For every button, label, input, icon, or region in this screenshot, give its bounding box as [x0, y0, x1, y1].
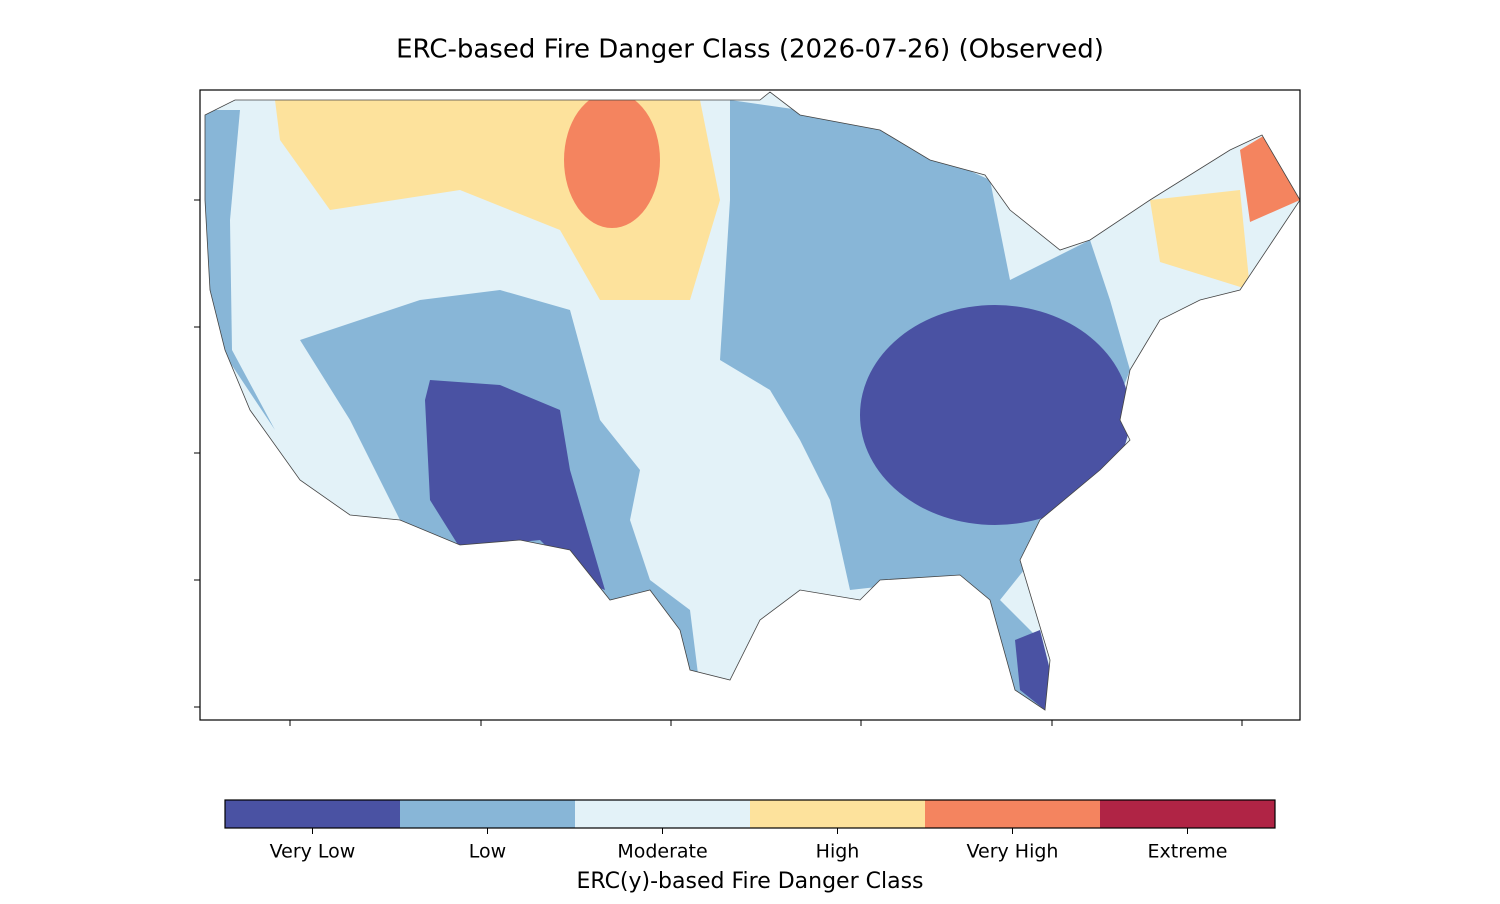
- region-very-low: [425, 380, 605, 590]
- colorbar-tick-label: High: [816, 841, 860, 863]
- title: ERC-based Fire Danger Class (2026-07-26)…: [396, 35, 1104, 65]
- axes-frame: [199, 89, 1301, 721]
- colorbar-tick-label: Very Low: [270, 841, 356, 863]
- colorbar-tick-label: Very High: [967, 841, 1059, 863]
- colorbar-tick-label: Moderate: [617, 841, 707, 863]
- colorbar-segment: [225, 800, 401, 828]
- region-very-low: [1015, 630, 1055, 710]
- region-very-low: [860, 305, 1130, 525]
- colorbar-tick-label: Extreme: [1148, 841, 1228, 863]
- colorbar-segment: [575, 800, 751, 828]
- region-high: [1150, 190, 1250, 290]
- axis-ticks: [194, 199, 1243, 726]
- colorbar-frame: [224, 799, 1276, 829]
- region-low: [205, 110, 275, 430]
- colorbar-label: ERC(y)-based Fire Danger Class: [576, 869, 923, 894]
- region-very-high: [1240, 135, 1300, 222]
- colorbar-segment: [750, 800, 926, 828]
- colorbar-segment: [925, 800, 1101, 828]
- map: [205, 92, 1300, 710]
- colorbar-segment: [400, 800, 576, 828]
- colorbar: Very Low Low Moderate High Very High Extreme: [224, 799, 1276, 863]
- colorbar-segment: [1100, 800, 1276, 828]
- region-very-high: [564, 92, 660, 228]
- colorbar-tick-label: Low: [469, 841, 506, 863]
